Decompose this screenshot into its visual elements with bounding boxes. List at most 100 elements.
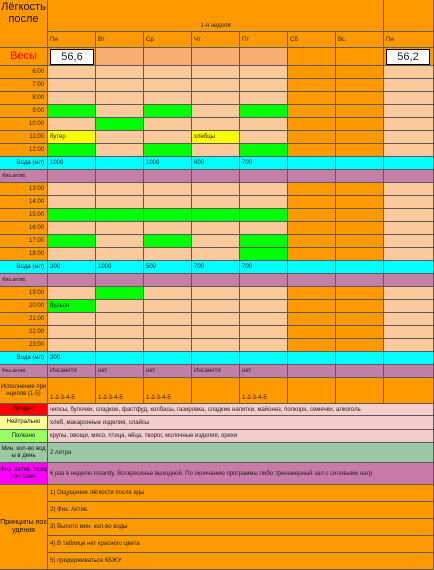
time-cell-next[interactable] [384,339,434,352]
time-cell[interactable] [48,209,96,222]
time-cell[interactable] [336,196,384,209]
principles-score[interactable] [192,378,240,404]
time-cell[interactable] [144,248,192,261]
time-cell[interactable] [288,92,336,105]
water-cell[interactable] [288,261,336,274]
time-cell[interactable] [240,118,288,131]
legend-activity-text[interactable]: 6 раз в неделю Insanity. Воскресенье вых… [48,463,434,485]
water-cell[interactable]: 700 [240,261,288,274]
time-cell[interactable] [336,92,384,105]
time-cell[interactable] [144,105,192,118]
time-cell[interactable] [240,79,288,92]
principles-score[interactable]: 1-2-3-4-5 [48,378,96,404]
time-cell[interactable] [288,209,336,222]
time-cell[interactable] [96,131,144,144]
hour-label[interactable]: 7:00 [0,79,48,92]
time-cell[interactable] [240,326,288,339]
time-cell[interactable] [192,339,240,352]
weight-cell-3[interactable] [192,48,240,66]
time-cell[interactable] [96,326,144,339]
time-cell[interactable]: бульон [48,300,96,313]
time-cell[interactable] [144,144,192,157]
time-cell[interactable] [336,144,384,157]
hour-label[interactable]: 12:00 [0,144,48,157]
activity-label[interactable]: Физ.актив. [0,170,48,183]
time-cell[interactable] [144,313,192,326]
time-cell[interactable] [192,300,240,313]
time-cell[interactable] [96,144,144,157]
water-cell[interactable] [336,261,384,274]
principles-title[interactable]: Принципы похудения [0,485,48,570]
time-cell[interactable]: хлебцы [192,131,240,144]
time-cell[interactable] [192,209,240,222]
water-cell[interactable] [336,157,384,170]
water-cell-next[interactable] [384,157,434,170]
time-cell[interactable] [144,209,192,222]
time-cell[interactable] [336,287,384,300]
principles-score[interactable]: 1-2-3-4-5 [96,378,144,404]
time-cell[interactable] [336,222,384,235]
time-cell-next[interactable] [384,235,434,248]
water-cell[interactable]: 1000 [96,261,144,274]
activity-cell-next[interactable] [384,365,434,378]
time-cell[interactable] [336,300,384,313]
time-cell[interactable] [192,92,240,105]
time-cell[interactable] [192,66,240,79]
time-cell[interactable] [48,339,96,352]
weight-cell-2[interactable] [144,48,192,66]
activity-cell[interactable] [144,274,192,287]
time-cell[interactable] [288,196,336,209]
time-cell[interactable] [96,287,144,300]
time-cell[interactable] [96,209,144,222]
time-cell[interactable] [288,66,336,79]
time-cell[interactable] [336,339,384,352]
time-cell[interactable] [96,183,144,196]
time-cell-next[interactable] [384,131,434,144]
time-cell[interactable] [192,248,240,261]
time-cell[interactable] [192,144,240,157]
activity-cell[interactable] [192,274,240,287]
time-cell[interactable] [96,222,144,235]
water-cell[interactable] [240,352,288,365]
time-cell[interactable] [336,235,384,248]
activity-cell[interactable] [96,274,144,287]
principles-score-next[interactable] [384,378,434,404]
hour-label[interactable]: 23:00 [0,339,48,352]
time-cell[interactable] [96,196,144,209]
time-cell[interactable] [96,92,144,105]
activity-cell[interactable] [288,170,336,183]
time-cell[interactable] [240,131,288,144]
legend-useful-label[interactable]: Полезно [0,430,48,443]
time-cell[interactable] [240,313,288,326]
time-cell[interactable] [288,339,336,352]
time-cell[interactable] [96,300,144,313]
day-header-6[interactable]: Вс [336,32,384,48]
time-cell-next[interactable] [384,79,434,92]
activity-cell[interactable] [240,170,288,183]
weight-label[interactable]: Весы [0,48,48,66]
time-cell[interactable] [192,222,240,235]
legend-neutral-text[interactable]: хлеб, макаронные изделия, слайсы [48,416,434,430]
activity-cell[interactable] [336,170,384,183]
weight-cell-4[interactable] [240,48,288,66]
legend-harmful-label[interactable]: Вредно [0,404,48,416]
time-cell[interactable] [48,66,96,79]
time-cell[interactable] [288,222,336,235]
time-cell[interactable] [144,287,192,300]
time-cell[interactable] [96,313,144,326]
time-cell-next[interactable] [384,118,434,131]
time-cell[interactable] [240,105,288,118]
principle-item[interactable]: 4) В таблице нет красного цвета [48,536,434,553]
time-cell[interactable] [240,144,288,157]
activity-cell[interactable] [288,365,336,378]
time-cell[interactable] [192,79,240,92]
activity-label[interactable]: Физ.актив. [0,365,48,378]
time-cell[interactable] [336,209,384,222]
time-cell[interactable] [144,79,192,92]
time-cell[interactable] [96,248,144,261]
time-cell[interactable] [144,235,192,248]
time-cell[interactable] [144,300,192,313]
time-cell[interactable] [48,248,96,261]
time-cell[interactable] [48,222,96,235]
activity-cell[interactable]: нет [96,365,144,378]
